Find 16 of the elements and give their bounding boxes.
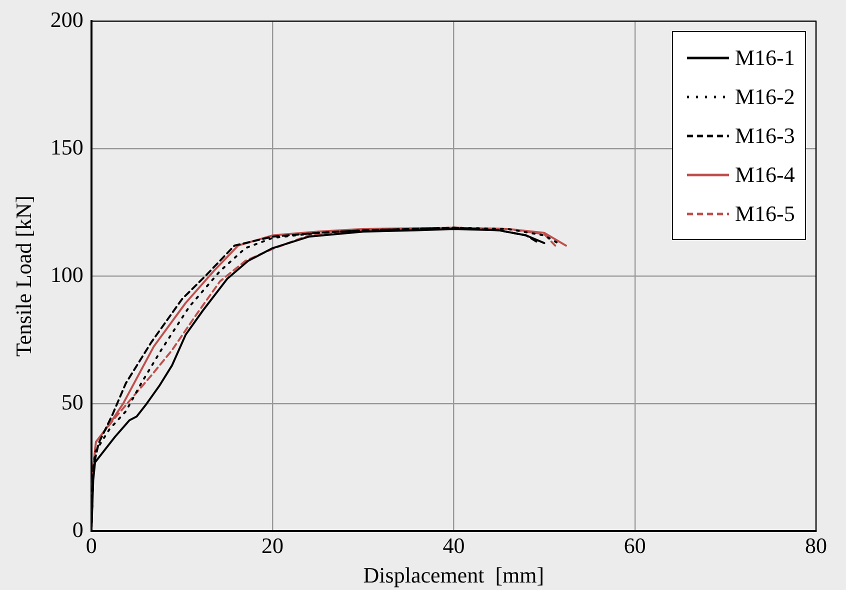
y-tick-label: 100 bbox=[50, 262, 84, 287]
y-axis-title: Tensile Load [kN] bbox=[10, 196, 36, 357]
legend-label: M16-1 bbox=[735, 44, 795, 71]
legend-label: M16-4 bbox=[735, 162, 795, 188]
x-tick-label: 20 bbox=[262, 533, 284, 558]
y-tick-label: 200 bbox=[50, 6, 84, 32]
legend-label: M16-5 bbox=[735, 200, 795, 227]
x-tick-label: 60 bbox=[624, 533, 646, 558]
y-tick-label: 50 bbox=[61, 389, 84, 414]
legend-label: M16-2 bbox=[735, 84, 795, 110]
x-axis-title: Displacement [mm] bbox=[363, 562, 544, 588]
x-tick-label: 40 bbox=[442, 533, 465, 558]
y-tick-label: 150 bbox=[50, 134, 84, 160]
y-tick-label: 0 bbox=[72, 516, 84, 542]
x-tick-label: 80 bbox=[805, 533, 827, 558]
legend-label: M16-3 bbox=[735, 122, 795, 149]
